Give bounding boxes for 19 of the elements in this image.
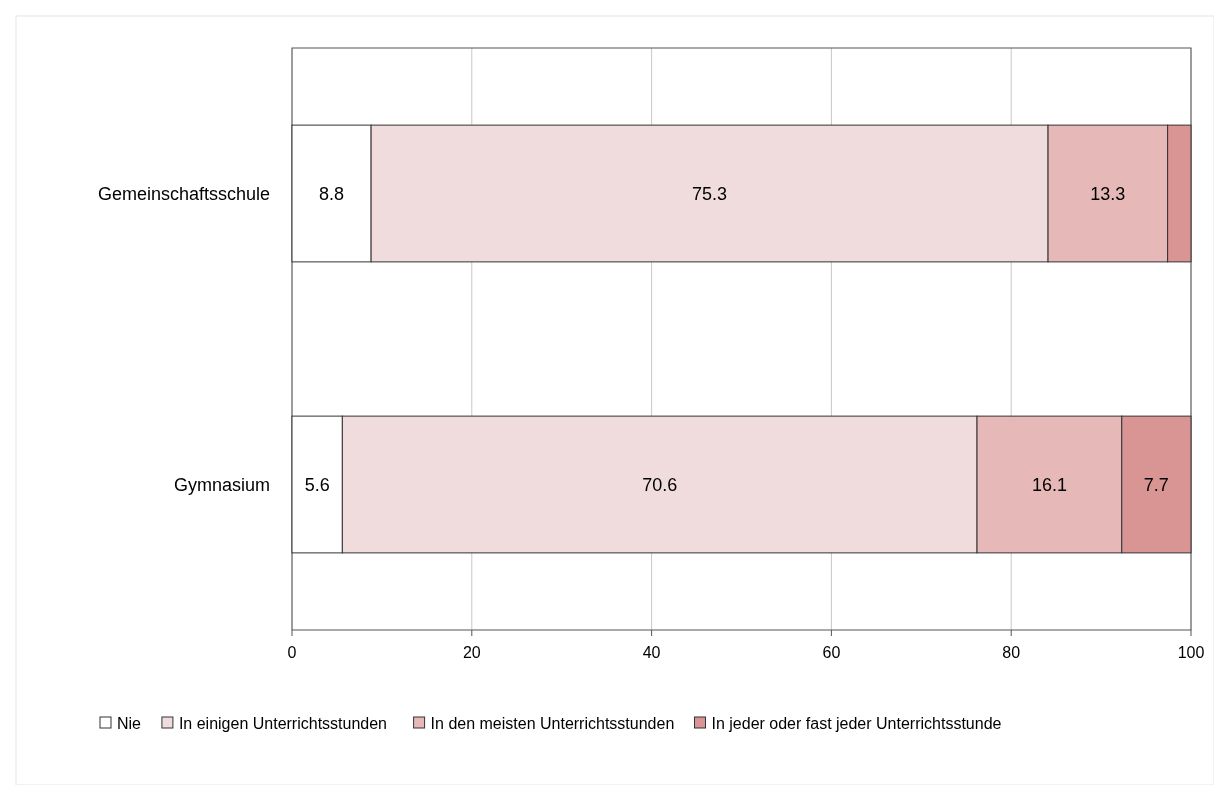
x-tick-label: 80 (1002, 644, 1021, 661)
y-tick-label: Gemeinschaftsschule (97, 183, 270, 204)
legend-label: In den meisten Unterrichtsstunden (430, 714, 675, 732)
data-label: 13.3 (1090, 183, 1126, 204)
x-tick-label: 60 (822, 644, 841, 661)
data-label: 5.6 (304, 474, 330, 495)
data-label: 7.7 (1143, 474, 1169, 495)
data-label: 16.1 (1031, 474, 1067, 495)
x-tick-label: 0 (287, 644, 297, 661)
legend-label: In einigen Unterrichtsstunden (178, 714, 388, 732)
data-label: 75.3 (692, 183, 728, 204)
data-label: 8.8 (319, 183, 345, 204)
x-tick-label: 100 (1177, 644, 1205, 661)
legend-label: In jeder oder fast jeder Unterrichtsstunde (711, 714, 1002, 732)
x-tick-label: 40 (642, 644, 661, 661)
y-tick-label: Gymnasium (173, 474, 270, 495)
data-label: 70.6 (642, 474, 678, 495)
legend-label: Nie (117, 714, 142, 732)
x-tick-label: 20 (462, 644, 481, 661)
